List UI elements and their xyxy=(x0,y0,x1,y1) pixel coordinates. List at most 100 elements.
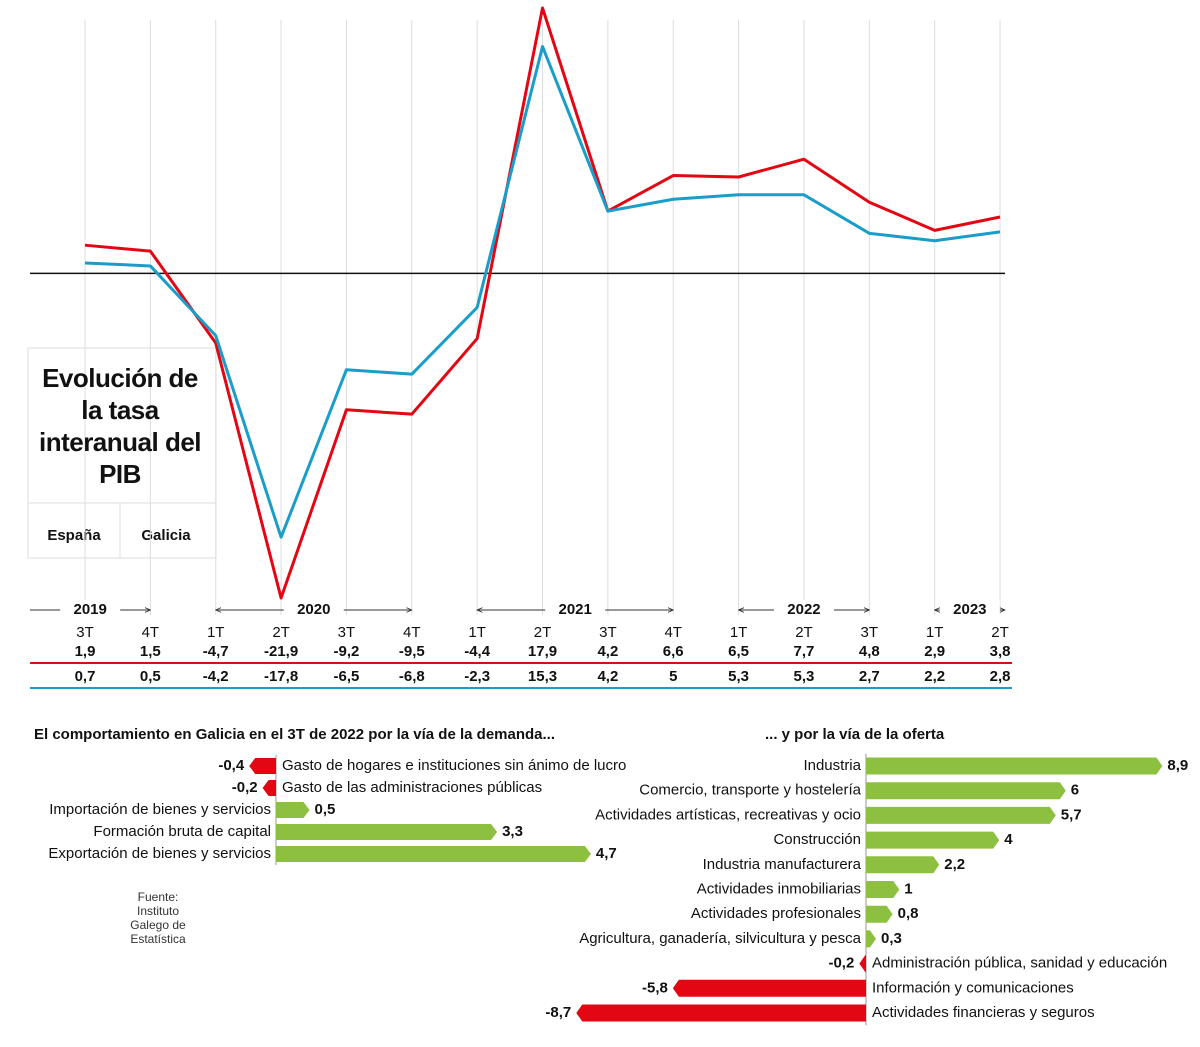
x-tick-label: 4T xyxy=(403,624,421,641)
x-tick-label: 3T xyxy=(599,624,617,641)
bar xyxy=(866,881,900,898)
category-label: Información y comunicaciones xyxy=(872,979,1074,996)
data-label: 2,2 xyxy=(944,856,965,873)
category-label: Administración pública, sanidad y educac… xyxy=(872,955,1167,972)
data-label: -2,3 xyxy=(464,668,490,685)
bar xyxy=(276,846,591,862)
x-tick-label: 1T xyxy=(207,624,225,641)
data-label: 0,3 xyxy=(881,930,902,947)
title-box xyxy=(27,347,217,559)
data-label: 7,7 xyxy=(794,643,815,660)
data-label: 17,9 xyxy=(528,643,557,660)
x-tick-label: 3T xyxy=(861,624,879,641)
data-label: -6,5 xyxy=(334,668,360,685)
year-label-bg xyxy=(545,600,606,620)
data-label: -4,4 xyxy=(464,643,491,660)
data-label: 15,3 xyxy=(528,668,557,685)
x-tick-label: 1T xyxy=(730,624,748,641)
category-label: Industria manufacturera xyxy=(703,856,862,873)
data-label: 0,5 xyxy=(315,801,336,818)
bar xyxy=(866,757,1163,775)
data-label: -0,2 xyxy=(828,955,854,972)
x-tick-label: 3T xyxy=(338,624,356,641)
year-label-bg xyxy=(939,600,1000,620)
data-label: -9,5 xyxy=(399,643,425,660)
data-label: 4,2 xyxy=(597,668,618,685)
data-label: 6,5 xyxy=(728,643,749,660)
data-label: 1,5 xyxy=(140,643,161,660)
data-label: 0,7 xyxy=(75,668,96,685)
series-line xyxy=(84,45,1001,539)
data-label: 5,3 xyxy=(728,668,749,685)
year-label-bg xyxy=(283,600,344,620)
data-label: 1 xyxy=(904,880,912,897)
year-label-bg xyxy=(60,600,121,620)
year-label: 2020 xyxy=(297,601,330,618)
bar xyxy=(859,955,866,973)
bar xyxy=(276,824,498,840)
category-label: Construcción xyxy=(773,831,861,848)
year-label: 2023 xyxy=(953,601,986,618)
data-label: -9,2 xyxy=(334,643,360,660)
data-label: -0,2 xyxy=(232,779,258,796)
category-label: Industria xyxy=(803,757,861,774)
data-label: 8,9 xyxy=(1167,757,1188,774)
data-label: 5,7 xyxy=(1061,806,1082,823)
category-label: Gasto de hogares e instituciones sin áni… xyxy=(282,757,626,774)
category-label: Exportación de bienes y servicios xyxy=(48,845,271,862)
category-label: Importación de bienes y servicios xyxy=(49,801,271,818)
data-label: 0,5 xyxy=(140,668,161,685)
data-label: 4,2 xyxy=(597,643,618,660)
data-label: 3,8 xyxy=(990,643,1011,660)
chart-title: ... y por la vía de la oferta xyxy=(765,726,945,743)
data-label: -5,8 xyxy=(642,979,668,996)
data-label: -4,2 xyxy=(203,668,229,685)
data-label: -4,7 xyxy=(203,643,229,660)
x-tick-label: 1T xyxy=(468,624,486,641)
bar xyxy=(866,856,940,874)
category-label: Agricultura, ganadería, silvicultura y p… xyxy=(579,930,861,947)
year-label-bg xyxy=(773,600,834,620)
data-label: 2,2 xyxy=(924,668,945,685)
data-label: 3,3 xyxy=(502,823,523,840)
data-label: 0,8 xyxy=(898,905,919,922)
data-label: -21,9 xyxy=(264,643,298,660)
category-label: Formación bruta de capital xyxy=(93,823,271,840)
category-label: Comercio, transporte y hostelería xyxy=(639,782,861,799)
bar xyxy=(866,782,1066,800)
data-label: -8,7 xyxy=(545,1004,571,1021)
category-label: Gasto de las administraciones públicas xyxy=(282,779,542,796)
bar xyxy=(866,831,1000,849)
category-label: Actividades profesionales xyxy=(691,905,861,922)
data-label: 5 xyxy=(669,668,677,685)
category-label: Actividades artísticas, recreativas y oc… xyxy=(595,806,861,823)
category-label: Actividades inmobiliarias xyxy=(697,880,861,897)
year-label: 2022 xyxy=(787,601,820,618)
data-label: 2,7 xyxy=(859,668,880,685)
x-tick-label: 3T xyxy=(76,624,94,641)
legend-label: España xyxy=(47,527,101,544)
bar xyxy=(249,758,276,774)
source: Fuente: Instituto Galego de Estatística xyxy=(130,890,186,946)
data-label: 2,9 xyxy=(924,643,945,660)
x-tick-label: 2T xyxy=(991,624,1009,641)
data-label: 6,6 xyxy=(663,643,684,660)
legend-label: Galicia xyxy=(141,527,191,544)
bar xyxy=(866,930,876,948)
data-label: 1,9 xyxy=(75,643,96,660)
year-label: 2019 xyxy=(73,601,106,618)
category-label: Actividades financieras y seguros xyxy=(872,1004,1095,1021)
x-tick-label: 2T xyxy=(534,624,552,641)
x-tick-label: 4T xyxy=(664,624,682,641)
data-label: -17,8 xyxy=(264,668,298,685)
bar xyxy=(866,806,1056,824)
data-label: -0,4 xyxy=(218,757,245,774)
data-label: 5,3 xyxy=(794,668,815,685)
data-label: 6 xyxy=(1071,782,1079,799)
data-label: 4 xyxy=(1004,831,1013,848)
data-label: 4,7 xyxy=(596,845,617,862)
x-tick-label: 1T xyxy=(926,624,944,641)
data-label: 2,8 xyxy=(990,668,1011,685)
